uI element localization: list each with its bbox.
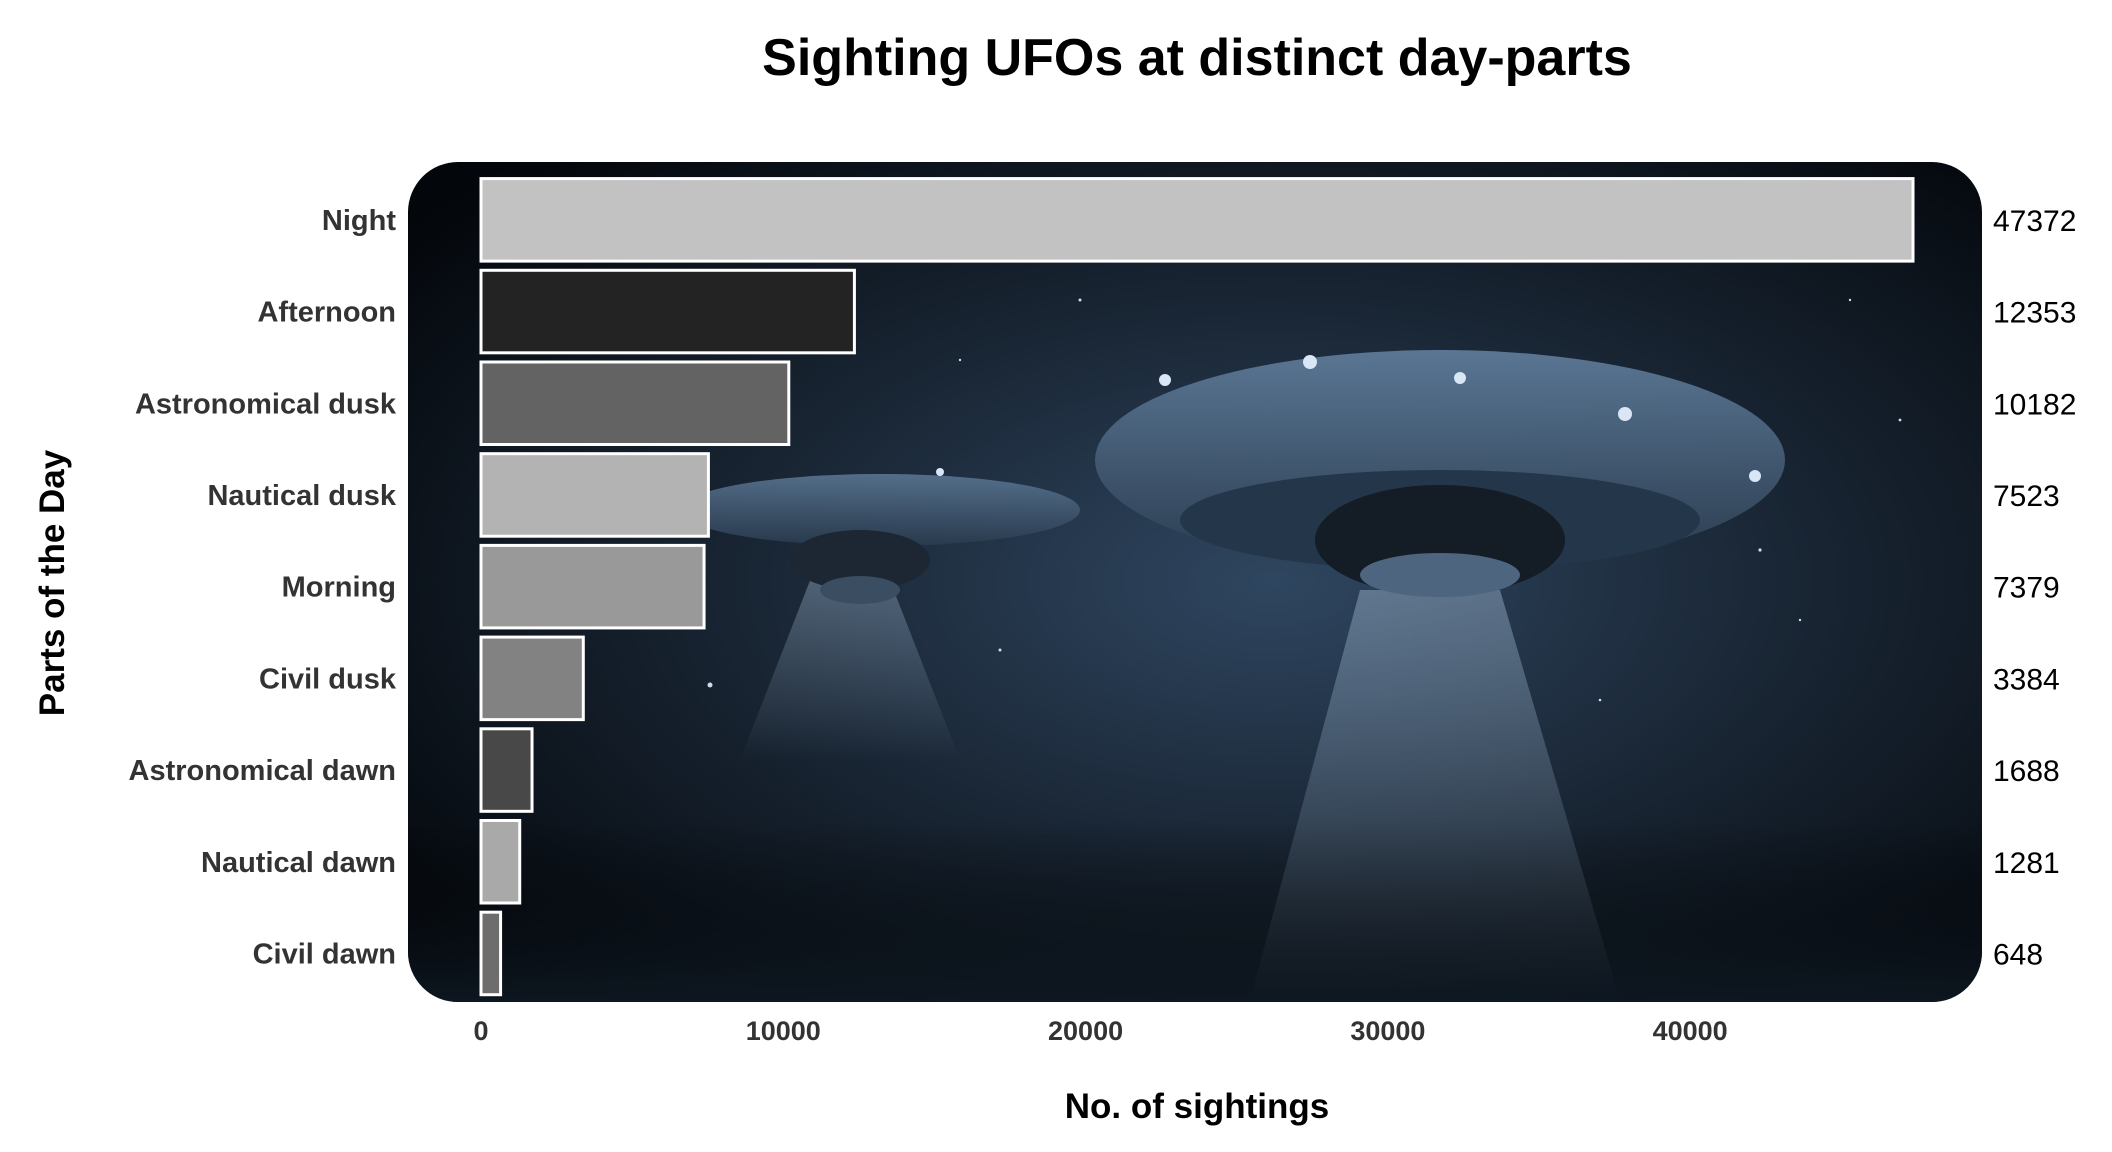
value-label: 10182 [1993, 388, 2076, 421]
bar [479, 268, 856, 355]
bar [479, 818, 522, 905]
value-label: 648 [1993, 938, 2043, 971]
ufo-large-icon [936, 350, 1785, 1000]
bar [479, 452, 710, 538]
category-labels: Night Afternoon Astronomical dusk Nautical … [129, 205, 397, 971]
bar [479, 543, 706, 630]
x-axis-title: No. of sightings [1065, 1087, 1329, 1126]
x-tick-label: 0 [473, 1016, 488, 1046]
value-label: 7379 [1993, 572, 2060, 605]
category-label: Nautical dusk [207, 480, 396, 512]
bars-layer [479, 177, 1915, 997]
bar [479, 177, 1915, 263]
value-label: 1281 [1993, 847, 2060, 880]
ufo-small-icon [680, 474, 1080, 760]
bar [479, 635, 585, 722]
value-label: 7523 [1993, 480, 2060, 513]
x-tick-label: 10000 [746, 1016, 821, 1046]
category-label: Civil dawn [253, 938, 396, 970]
category-label: Nautical dawn [201, 847, 396, 879]
x-axis-ticks: 0 10000 20000 30000 40000 [473, 1016, 1727, 1046]
category-label: Afternoon [257, 297, 396, 329]
category-label: Night [322, 205, 396, 237]
category-label: Astronomical dawn [129, 755, 397, 787]
value-labels: 47372 12353 10182 7523 7379 3384 1688 1281 648 [1993, 205, 2076, 972]
stars [707, 228, 1902, 702]
value-label: 47372 [1993, 205, 2076, 238]
category-label: Astronomical dusk [135, 388, 397, 420]
plot-panel [408, 162, 1982, 1002]
value-label: 12353 [1993, 297, 2076, 330]
category-label: Civil dusk [259, 663, 397, 695]
x-tick-label: 30000 [1350, 1016, 1425, 1046]
chart-title: Sighting UFOs at distinct day-parts [762, 29, 1632, 87]
x-tick-label: 20000 [1048, 1016, 1123, 1046]
value-label: 1688 [1993, 755, 2060, 788]
bar [479, 360, 791, 447]
bar [479, 727, 534, 813]
category-label: Morning [282, 572, 396, 604]
x-tick-label: 40000 [1653, 1016, 1728, 1046]
bar [479, 910, 503, 997]
y-axis-title: Parts of the Day [33, 449, 72, 716]
value-label: 3384 [1993, 663, 2060, 696]
